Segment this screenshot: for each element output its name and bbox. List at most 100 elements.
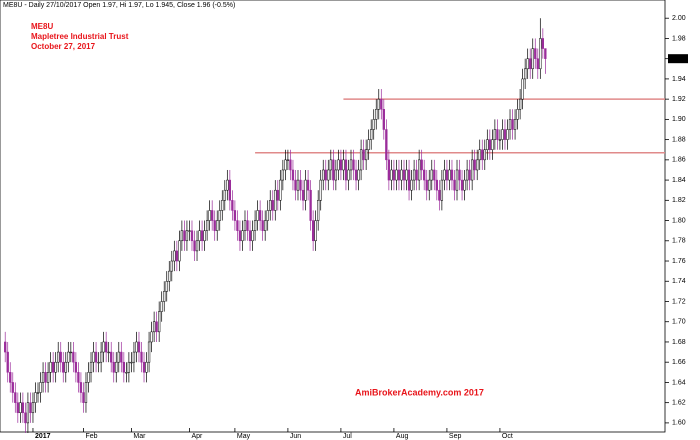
candle-body <box>324 169 327 181</box>
candle-body <box>69 351 72 354</box>
candle-body <box>150 331 153 343</box>
x-tick-label: May <box>237 433 251 440</box>
candle-body <box>105 341 108 353</box>
candle-body <box>26 402 30 424</box>
candle-body <box>77 372 80 383</box>
candle-body <box>306 179 310 191</box>
candle-body <box>460 179 464 191</box>
candle-body <box>415 169 418 181</box>
y-tick-label: 1.92 <box>672 96 686 103</box>
candle-body <box>256 210 259 221</box>
candle-body <box>59 351 62 363</box>
y-tick-label: 1.64 <box>672 379 686 386</box>
candle-body <box>407 169 411 191</box>
watermark: AmiBrokerAcademy.com 2017 <box>355 387 484 397</box>
candle-body <box>410 179 413 191</box>
candle-body <box>508 119 512 130</box>
candle-body <box>445 169 449 181</box>
candle-body <box>52 361 55 373</box>
candle-body <box>498 139 502 141</box>
y-tick-label: 1.86 <box>672 157 686 164</box>
candle-body <box>243 220 247 231</box>
y-tick-label: 1.62 <box>672 400 686 407</box>
candle-body <box>359 149 363 171</box>
candle-body <box>443 169 446 181</box>
y-tick-label: 1.94 <box>672 76 686 83</box>
candle-body <box>120 351 123 363</box>
candle-body <box>332 159 335 181</box>
candle-body <box>24 412 27 424</box>
candle-body <box>36 392 40 394</box>
candle-body <box>264 220 267 231</box>
candle-body <box>140 351 143 363</box>
candle-body <box>544 48 547 59</box>
candle-body <box>218 210 221 221</box>
candle-body <box>299 179 302 191</box>
candle-body <box>334 169 338 181</box>
candle-body <box>74 361 78 373</box>
candle-body <box>142 361 146 373</box>
candle-body <box>435 179 438 191</box>
candle-body <box>4 341 7 353</box>
candle-body <box>395 169 398 181</box>
candle-body <box>216 220 219 231</box>
candle-body <box>392 169 396 181</box>
candle-body <box>79 382 83 393</box>
candle-body <box>380 98 383 110</box>
candle-body <box>511 119 514 130</box>
y-tick-label: 1.76 <box>672 258 686 265</box>
candle-body <box>185 230 189 242</box>
candle-body <box>364 149 368 161</box>
y-tick-label: 1.60 <box>672 420 686 427</box>
candle-body <box>372 119 375 130</box>
candle-body <box>506 129 509 140</box>
candle-body <box>387 159 391 181</box>
y-tick-label: 1.90 <box>672 116 686 123</box>
candle-body <box>72 351 75 363</box>
candle-body <box>493 129 497 140</box>
candle-body <box>41 372 45 383</box>
candle-body <box>425 179 428 191</box>
candle-body <box>165 281 168 292</box>
candle-body <box>57 351 60 363</box>
y-tick-label: 2.00 <box>672 15 686 22</box>
candle-body <box>491 139 494 150</box>
candle-body <box>9 372 12 383</box>
candle-body <box>99 351 103 363</box>
candle-body <box>448 169 451 181</box>
candle-body <box>455 169 459 191</box>
candle-body <box>208 210 211 221</box>
candle-body <box>382 109 385 130</box>
candle-body <box>236 220 239 231</box>
candle-body <box>84 382 88 403</box>
x-tick-label: Jul <box>343 433 352 440</box>
candle-body <box>357 169 360 181</box>
candle-body <box>49 361 52 373</box>
candle-body <box>107 351 110 354</box>
candle-body <box>468 169 471 181</box>
candle-body <box>531 48 534 70</box>
candle-body <box>180 230 184 242</box>
candle-body <box>471 159 474 181</box>
candle-body <box>279 179 282 201</box>
candle-body <box>423 169 426 181</box>
candle-body <box>529 58 532 70</box>
x-tick-label: Jun <box>290 433 301 440</box>
annotation: ME8U <box>31 22 53 31</box>
x-tick-label: 2017 <box>35 433 51 440</box>
candle-body <box>418 159 421 181</box>
candle-body <box>198 230 201 242</box>
y-tick-label: 1.82 <box>672 197 686 204</box>
candle-body <box>463 179 466 191</box>
y-tick-label: 1.74 <box>672 278 686 285</box>
candle-body <box>367 139 370 150</box>
candle-body <box>14 392 17 403</box>
candle-body <box>274 189 277 211</box>
candle-body <box>412 169 416 181</box>
candle-body <box>433 169 436 181</box>
candle-body <box>284 159 287 171</box>
x-tick-label: Oct <box>502 433 513 440</box>
candle-body <box>478 149 481 161</box>
candle-body <box>271 200 274 211</box>
candle-body <box>170 260 173 272</box>
